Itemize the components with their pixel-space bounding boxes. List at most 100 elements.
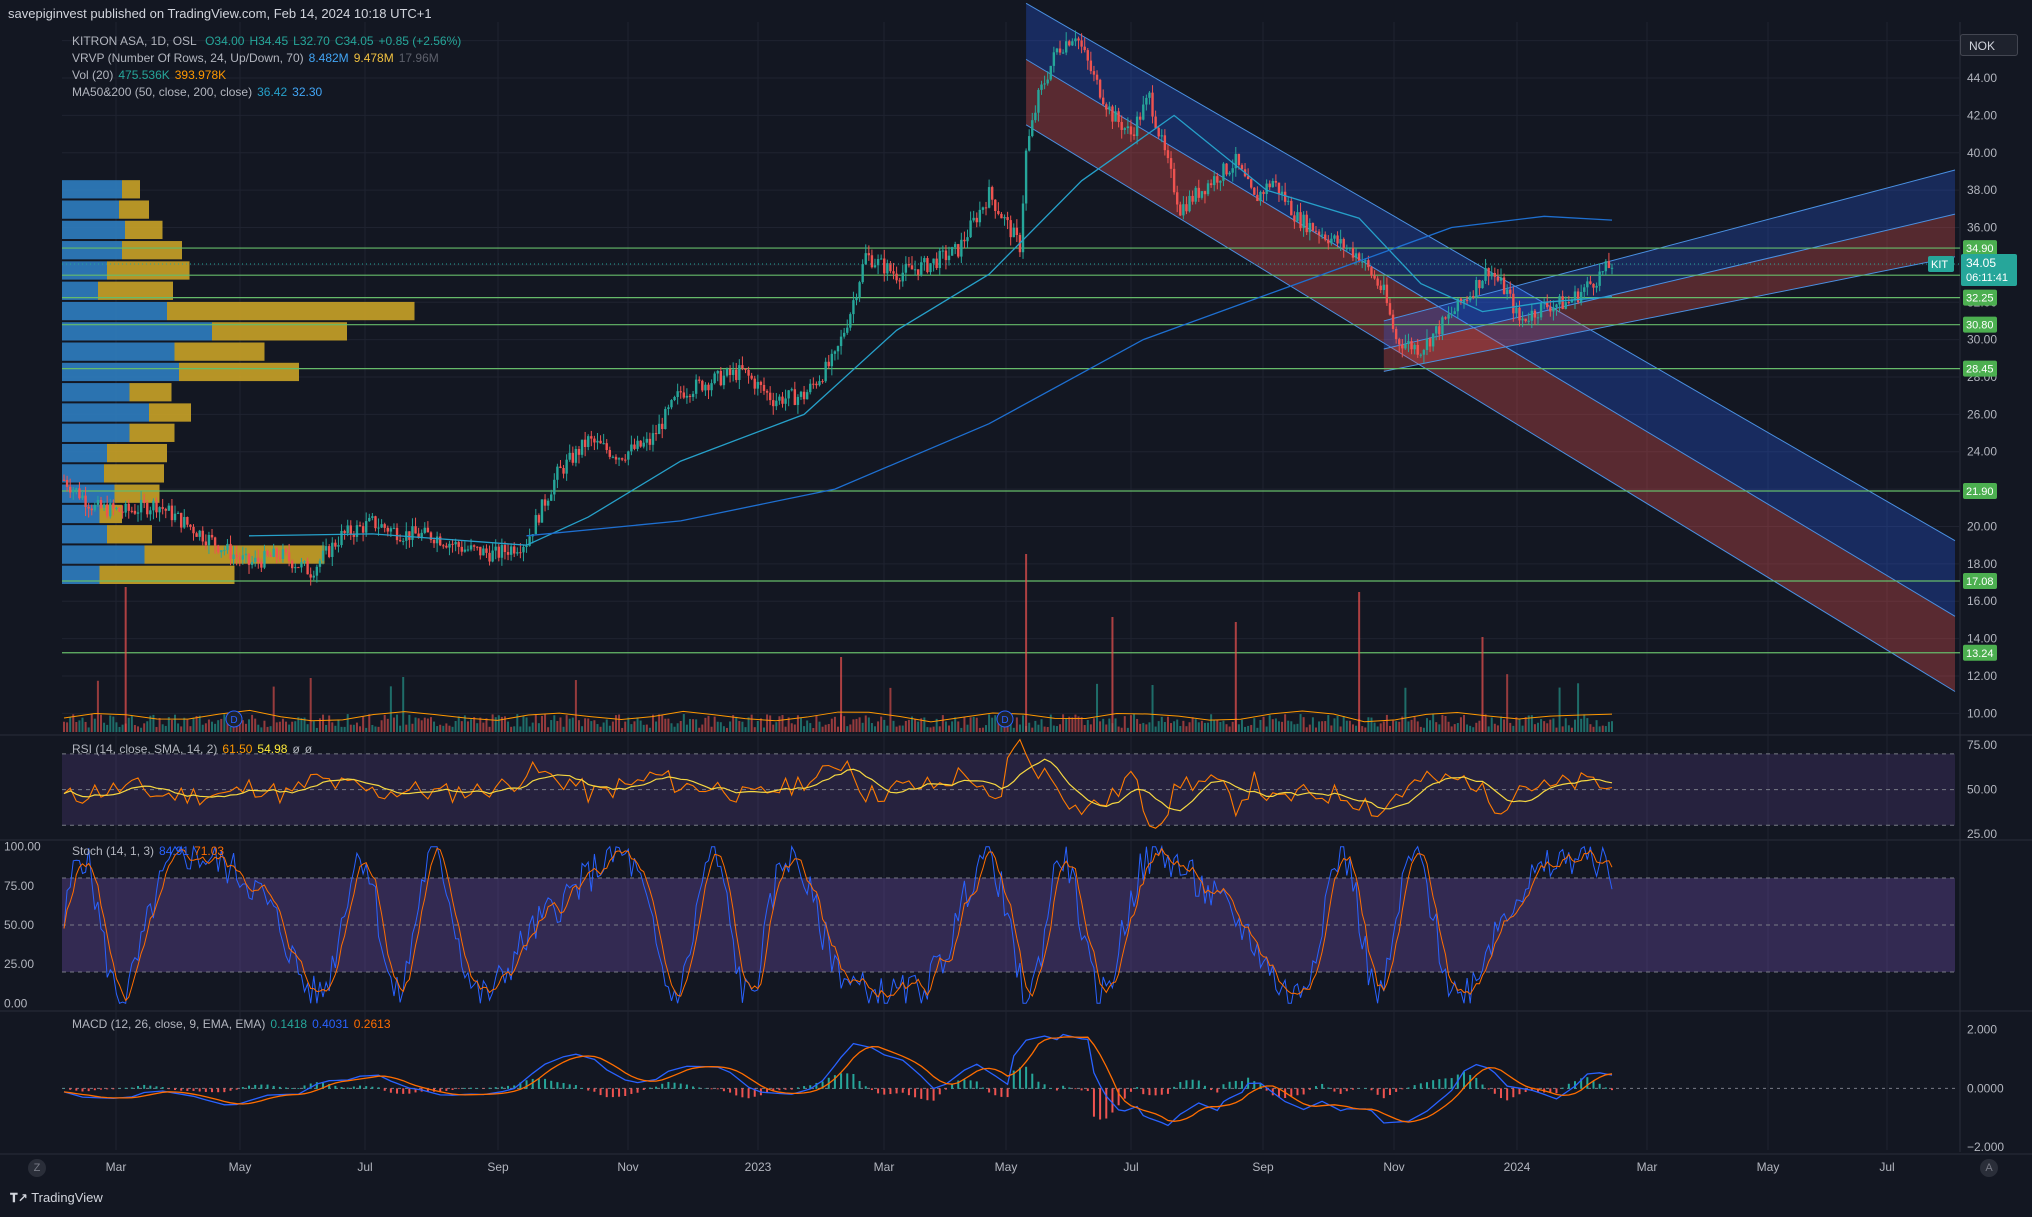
volume-bar <box>454 721 457 732</box>
vp-up-bar <box>62 443 107 463</box>
low-value: L32.70 <box>293 34 330 48</box>
candle-body <box>1259 191 1262 202</box>
volume-bar <box>1373 722 1376 732</box>
candle-body <box>1287 200 1290 202</box>
volume-bar <box>1530 715 1533 732</box>
candle-body <box>1391 314 1395 329</box>
candle-body <box>497 546 500 558</box>
volume-bar <box>581 726 584 732</box>
volume-bar <box>374 726 377 732</box>
volume-bar <box>926 727 929 732</box>
volume-bar <box>1160 716 1163 732</box>
candle-body <box>1435 326 1438 334</box>
candle-body <box>633 444 636 449</box>
macd-hist-bar <box>272 1085 275 1089</box>
candle-body <box>161 507 164 509</box>
stoch-name[interactable]: Stoch (14, 1, 3) <box>72 844 155 858</box>
macd-hist-bar <box>470 1087 473 1089</box>
candle-body <box>1586 281 1589 288</box>
volume-bar <box>651 714 654 732</box>
level-label: 32.25 <box>1966 293 1994 305</box>
candle-body <box>1539 303 1543 318</box>
volume-bar <box>1074 714 1077 732</box>
down-channel-line <box>1025 2 1956 542</box>
candle-body <box>1317 231 1321 236</box>
candle-body <box>716 370 719 374</box>
volume-bar <box>855 718 858 732</box>
volume-bar <box>1598 726 1601 732</box>
volume-bar <box>1231 721 1234 732</box>
candle-body <box>1182 204 1185 216</box>
candle-body <box>765 390 769 393</box>
candle-body <box>1382 284 1386 291</box>
volume-bar <box>1191 717 1194 732</box>
macd-hist-bar <box>1111 1088 1114 1113</box>
candle-body <box>164 508 167 511</box>
volume-bar <box>778 716 781 732</box>
symbol-name[interactable]: KITRON ASA, 1D, OSL <box>72 34 197 48</box>
volume-bar <box>1197 722 1200 732</box>
candle-body <box>679 391 682 393</box>
candle-body <box>1302 214 1305 229</box>
candle-body <box>1441 317 1444 335</box>
legend-stoch: Stoch (14, 1, 3) 84.91 71.03 <box>72 844 229 858</box>
candle-body <box>235 554 238 558</box>
macd-hist-bar <box>809 1085 812 1089</box>
vp-down-bar <box>212 322 347 341</box>
volume-bar <box>988 714 991 732</box>
candle-body <box>429 532 433 540</box>
candle-body <box>923 258 926 263</box>
tradingview-logo[interactable]: 𝐓↗ TradingView <box>10 1190 103 1206</box>
candle-body <box>1237 153 1241 166</box>
candle-body <box>229 543 232 560</box>
volume-bar <box>1034 720 1037 732</box>
countdown-label: 06:11:41 <box>1966 272 2008 284</box>
candle-body <box>1555 304 1558 308</box>
candle-body <box>805 392 809 400</box>
candle-body <box>389 528 393 532</box>
volume-bar <box>1176 719 1179 732</box>
candle-body <box>476 546 479 548</box>
candle-body <box>257 557 260 562</box>
volume-bar <box>540 715 543 732</box>
volume-bar <box>1493 723 1496 732</box>
vol-name[interactable]: Vol (20) <box>72 68 114 82</box>
volume-bar <box>1293 724 1296 732</box>
zoom-toggle-icon[interactable]: Z <box>28 1159 46 1177</box>
volume-bar <box>362 715 365 732</box>
candle-body <box>1225 163 1228 175</box>
volume-bar <box>1607 721 1610 732</box>
symbol-tag-bg <box>1928 255 1954 272</box>
macd-hist-bar <box>1518 1088 1521 1095</box>
candle-body <box>361 526 365 533</box>
volume-bar <box>491 714 494 732</box>
volume-bar <box>1274 718 1277 732</box>
ma-name[interactable]: MA50&200 (50, close, 200, close) <box>72 85 253 99</box>
volume-bar <box>911 716 914 732</box>
volume-bar <box>346 714 349 732</box>
ma200-value: 32.30 <box>292 85 323 99</box>
vp-up-bar <box>62 322 212 341</box>
legend-macd: MACD (12, 26, close, 9, EMA, EMA) 0.1418 0… <box>72 1017 396 1031</box>
macd-name[interactable]: MACD (12, 26, close, 9, EMA, EMA) <box>72 1017 266 1031</box>
volume-bar <box>211 721 214 732</box>
auto-scale-icon[interactable]: A <box>1980 1159 1998 1177</box>
candle-body <box>155 500 158 513</box>
vrvp-name[interactable]: VRVP (Number Of Rows, 24, Up/Down, 70) <box>72 51 304 65</box>
candle-body <box>929 263 932 273</box>
up-channel-line <box>1383 213 1956 350</box>
candle-body <box>645 438 649 443</box>
rsi-na-2: ø <box>304 742 313 756</box>
macd-hist-bar <box>636 1088 639 1093</box>
volume-bar <box>975 717 978 732</box>
volume-bar <box>577 720 580 732</box>
currency-button[interactable]: NOK <box>1960 34 2018 56</box>
candle-body <box>953 244 957 248</box>
volume-bar <box>621 727 624 732</box>
volume-bar <box>137 726 140 732</box>
volume-bar <box>861 722 864 732</box>
rsi-name[interactable]: RSI (14, close, SMA, 14, 2) <box>72 742 218 756</box>
candle-body <box>1172 168 1176 193</box>
volume-bar <box>84 721 87 732</box>
